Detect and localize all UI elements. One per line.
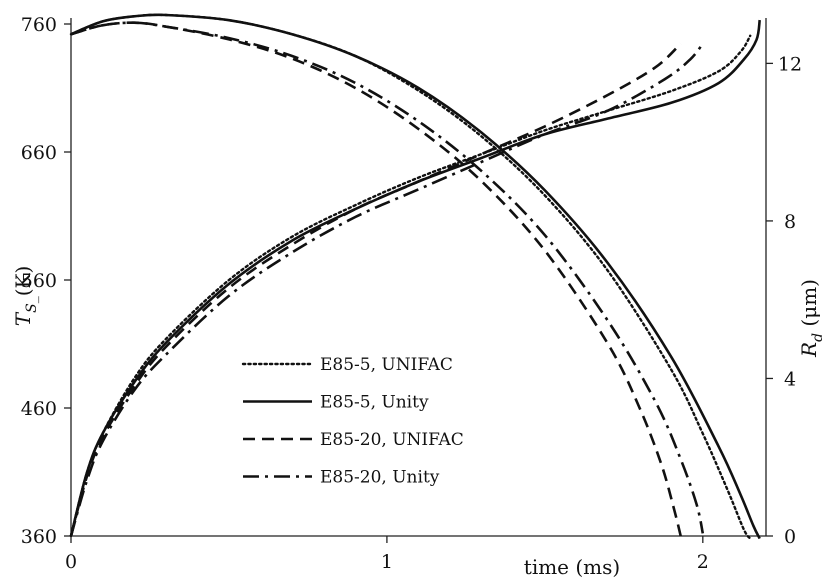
y-right-tick-label: 12 (778, 53, 802, 75)
y-left-tick-label: 660 (21, 142, 57, 164)
y-right-tick-label: 4 (784, 368, 796, 390)
temperature-line-e85-20-unity (70, 21, 705, 534)
radius-line-e85-20-unity (69, 42, 704, 537)
legend: E85-5, UNIFAC E85-5, Unity E85-20, UNIFAC E… (241, 355, 464, 488)
x-tick-label: 1 (381, 551, 393, 573)
x-tick-label: 2 (697, 551, 709, 573)
x-tick-label: 0 (65, 551, 77, 573)
legend-label-e85-20-unifac: E85-20, UNIFAC (320, 430, 464, 450)
legend-label-e85-5-unity: E85-5, Unity (320, 393, 429, 413)
axes (64, 18, 773, 543)
y-right-tick-label: 8 (784, 211, 796, 233)
temperature-line-e85-20-unifac (70, 21, 682, 537)
series-layer (69, 13, 761, 540)
y-right-tick-label: 0 (784, 526, 796, 548)
radius-line-e85-5-unity (69, 19, 761, 537)
y-left-tick-label: 760 (21, 14, 57, 36)
y-left-tick-label: 560 (21, 270, 57, 292)
legend-label-e85-20-unity: E85-20, Unity (320, 468, 440, 488)
legend-label-e85-5-unifac: E85-5, UNIFAC (320, 355, 453, 375)
y-left-tick-label: 360 (21, 526, 57, 548)
x-axis-title: time (ms) (524, 555, 620, 579)
radius-line-e85-20-unifac (69, 42, 682, 537)
temperature-line-e85-5-unity (70, 13, 761, 540)
temperature-line-e85-5-unifac (69, 13, 752, 540)
radius-line-e85-5-unifac (69, 34, 752, 538)
y-axis-right-title: Rd (μm) (797, 279, 824, 358)
y-axis-left-title: TS_(K) (11, 266, 40, 326)
y-left-tick-label: 460 (21, 398, 57, 420)
